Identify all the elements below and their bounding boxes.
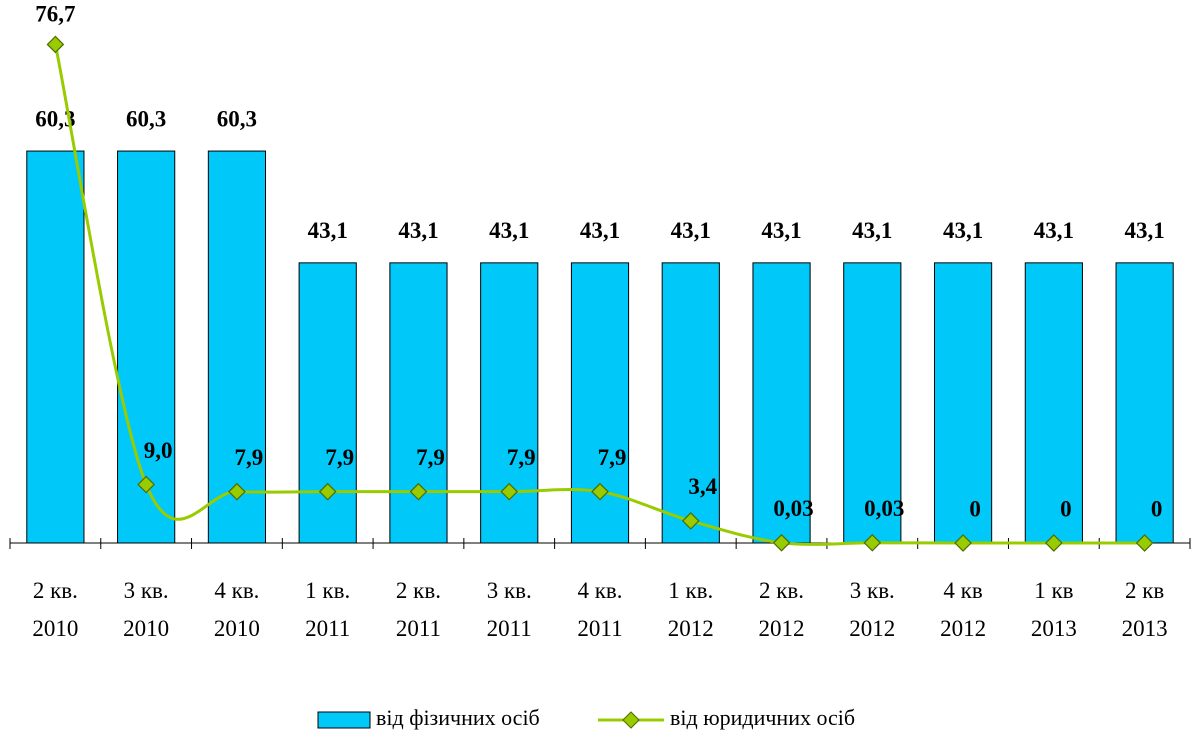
line-marker [1045,534,1063,552]
line-marker [954,534,972,552]
bar-value-label: 43,1 [489,218,529,243]
legend-label: від фізичних осіб [376,705,540,730]
bar [298,262,357,544]
x-tick-label: 2 кв. 2011 [395,578,442,641]
bar [389,262,448,544]
bar-value-label: 43,1 [671,218,711,243]
line-marker [681,512,700,530]
bar [752,262,811,544]
legend-label: від юридичних осіб [670,705,855,730]
line-marker [772,533,791,552]
bar-value-label: 43,1 [1034,218,1074,243]
bar-value-label: 43,1 [1124,218,1164,243]
legend-swatch [317,711,371,729]
line-value-label: 7,9 [598,445,627,470]
bar-value-label: 43,1 [761,218,801,243]
line [53,44,1145,546]
line-value-label: 0 [1151,496,1163,521]
bar-value-label: 43,1 [852,218,892,243]
line-value-label: 0,03 [773,496,813,521]
line-value-label: 0,03 [864,496,904,521]
line-value-label: 7,9 [416,445,445,470]
x-tick-label: 1 кв. 2011 [305,578,351,641]
x-tick-label: 4 кв. 2010 [213,578,260,641]
bar-value-label: 43,1 [580,218,620,243]
bar-value-label: 43,1 [398,218,438,243]
line-marker [409,482,428,501]
bar-value-label: 43,1 [943,218,983,243]
x-tick-label: 3 кв. 2010 [123,578,170,641]
bar [1024,262,1083,544]
line-marker [228,482,246,501]
line-marker [1135,534,1154,552]
x-tick-label: 2 кв 2013 [1121,578,1168,641]
line-value-label: 7,9 [235,445,264,470]
line-value-label: 7,9 [325,445,354,470]
line-marker [137,475,156,494]
bar [570,262,630,544]
line-value-label: 0 [1060,496,1072,521]
line-value-label: 7,9 [507,445,536,470]
bar-value-label: 60,3 [217,106,257,131]
bar-value-label: 60,3 [126,106,166,131]
x-tick-label: 2 кв. 2010 [32,578,79,641]
bar [933,262,993,544]
bar [661,262,720,544]
bar-value-label: 43,1 [308,218,348,243]
legend-swatch [622,711,640,729]
line-marker [46,35,65,54]
x-tick-label: 3 кв. 2012 [849,578,896,641]
line-value-label: 0 [969,496,981,521]
bar [207,150,267,544]
x-tick-label: 1 кв. 2012 [667,578,714,641]
line-value-label: 9,0 [144,438,173,463]
bar [480,262,539,544]
x-tick-label: 1 кв 2013 [1030,578,1077,641]
line-marker [863,533,882,552]
line-marker [591,482,609,501]
bar [26,150,85,544]
x-tick-label: 2 кв. 2012 [758,578,805,641]
line-value-label: 76,7 [35,2,75,27]
x-tick-label: 4 кв 2012 [940,578,987,641]
bar [1115,262,1174,544]
line-marker [318,482,337,501]
line-marker [500,482,519,501]
line-value-label: 3,4 [688,474,717,499]
x-tick-label: 4 кв. 2011 [577,578,623,641]
x-tick-label: 3 кв. 2011 [486,578,532,641]
